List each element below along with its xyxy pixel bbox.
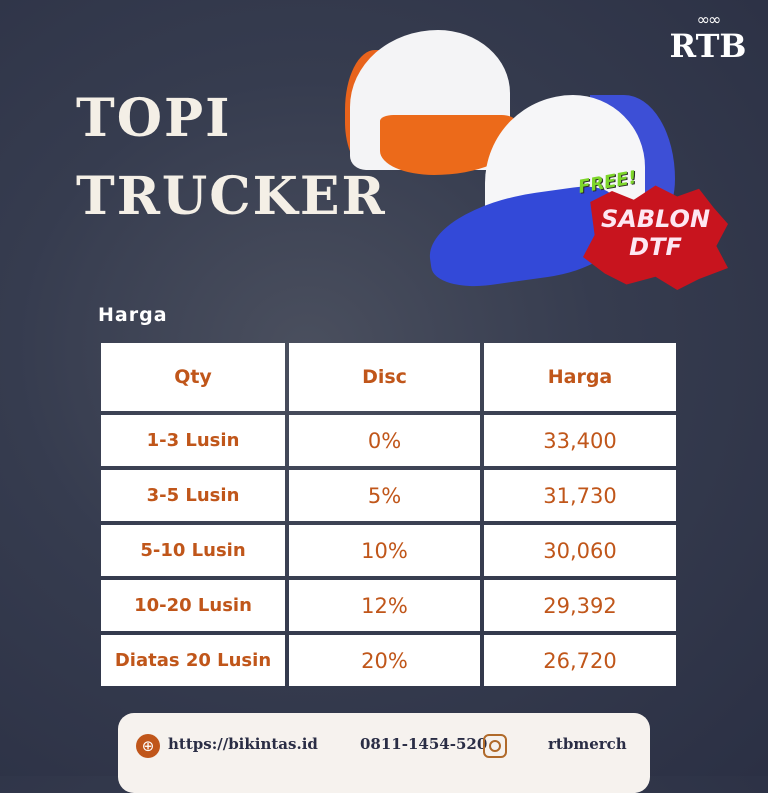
knot-icon: ∞∞ bbox=[696, 10, 722, 29]
column-header-disc: Disc bbox=[289, 343, 480, 411]
column-header-qty: Qty bbox=[101, 343, 285, 411]
disc-cell: 20% bbox=[289, 635, 480, 686]
section-label: Harga bbox=[98, 304, 168, 326]
qty-cell: 10-20 Lusin bbox=[101, 580, 285, 631]
website-link[interactable]: https://bikintas.id bbox=[168, 735, 318, 753]
qty-cell: Diatas 20 Lusin bbox=[101, 635, 285, 686]
qty-cell: 5-10 Lusin bbox=[101, 525, 285, 576]
price-table: Qty Disc Harga 1-3 Lusin 0% 33,400 3-5 L… bbox=[97, 339, 680, 690]
phone-number: 0811-1454-520 bbox=[360, 735, 488, 753]
disc-cell: 10% bbox=[289, 525, 480, 576]
price-cell: 29,392 bbox=[484, 580, 676, 631]
column-header-harga: Harga bbox=[484, 343, 676, 411]
title-line-2: TRUCKER bbox=[76, 166, 387, 227]
page-title: TOPI TRUCKER bbox=[76, 80, 387, 236]
promo-text: SABLON DTF bbox=[583, 205, 728, 261]
disc-cell: 0% bbox=[289, 415, 480, 466]
table-row: 1-3 Lusin 0% 33,400 bbox=[101, 415, 676, 466]
price-cell: 26,720 bbox=[484, 635, 676, 686]
price-cell: 31,730 bbox=[484, 470, 676, 521]
logo-text: RTB bbox=[669, 27, 747, 65]
qty-cell: 3-5 Lusin bbox=[101, 470, 285, 521]
globe-icon: ⊕ bbox=[136, 734, 160, 758]
disc-cell: 5% bbox=[289, 470, 480, 521]
qty-cell: 1-3 Lusin bbox=[101, 415, 285, 466]
promo-badge bbox=[583, 185, 728, 290]
disc-cell: 12% bbox=[289, 580, 480, 631]
price-cell: 33,400 bbox=[484, 415, 676, 466]
promo-line-2: DTF bbox=[629, 233, 682, 261]
instagram-icon bbox=[483, 734, 507, 758]
title-line-1: TOPI bbox=[76, 88, 232, 149]
brand-logo: ∞∞ RTB bbox=[668, 10, 748, 63]
table-header-row: Qty Disc Harga bbox=[101, 343, 676, 411]
price-cell: 30,060 bbox=[484, 525, 676, 576]
promo-line-1: SABLON bbox=[600, 205, 711, 233]
table-row: Diatas 20 Lusin 20% 26,720 bbox=[101, 635, 676, 686]
table-row: 5-10 Lusin 10% 30,060 bbox=[101, 525, 676, 576]
table-row: 10-20 Lusin 12% 29,392 bbox=[101, 580, 676, 631]
contact-footer: ⊕ https://bikintas.id 0811-1454-520 rtbm… bbox=[118, 713, 650, 793]
instagram-handle[interactable]: rtbmerch bbox=[548, 735, 627, 753]
table-row: 3-5 Lusin 5% 31,730 bbox=[101, 470, 676, 521]
